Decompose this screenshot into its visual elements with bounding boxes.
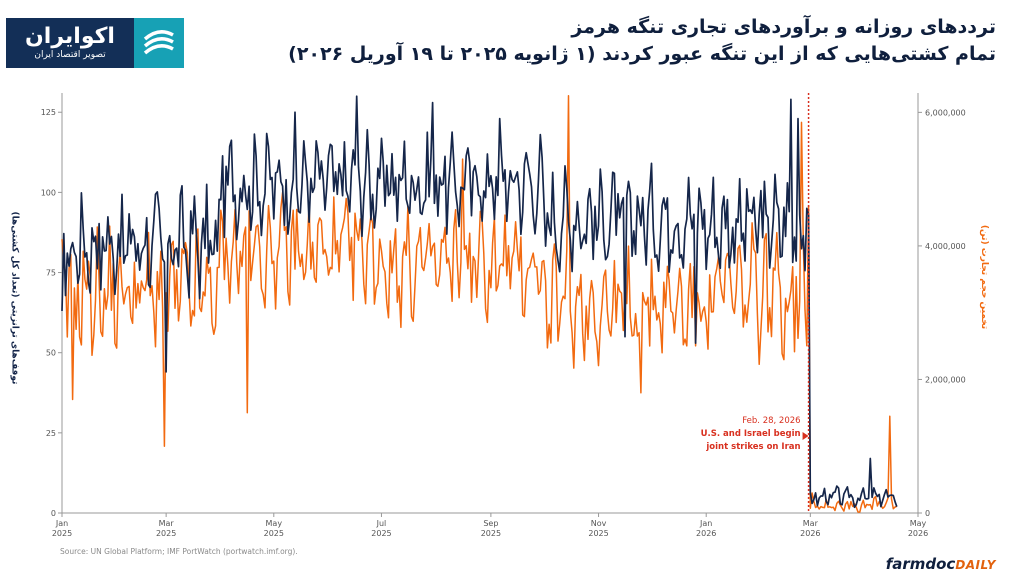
brand-logo: farmdocDAILY	[886, 555, 996, 573]
y-right-tick-label: 4,000,000	[925, 242, 966, 251]
y-right-tick-label: 0	[925, 509, 930, 518]
x-tick-label: May	[910, 519, 927, 528]
y-axis-left-label: توقف‌های ترانزیتی (تعداد کل کشتی‌ها)	[9, 211, 20, 385]
x-tick-year: 2025	[264, 529, 284, 538]
logo-wordmark: اکوایران تصویر اقتصاد ایران	[6, 18, 134, 68]
x-tick-year: 2025	[371, 529, 391, 538]
logo: اکوایران تصویر اقتصاد ایران	[6, 18, 184, 68]
x-tick-year: 2026	[908, 529, 928, 538]
y-right-tick-label: 2,000,000	[925, 375, 966, 384]
y-left-tick-label: 25	[46, 429, 56, 438]
y-right-tick-label: 6,000,000	[925, 108, 966, 117]
x-tick-label: May	[266, 519, 283, 528]
source-note: Source: UN Global Platform; IMF PortWatc…	[60, 547, 298, 556]
x-tick-year: 2025	[52, 529, 72, 538]
annotation-text: joint strikes on Iran	[705, 442, 800, 452]
y-left-tick-label: 100	[41, 188, 56, 197]
chart-title: ترددهای روزانه و برآوردهای تجاری تنگه هر…	[571, 16, 996, 38]
x-tick-year: 2025	[481, 529, 501, 538]
annotation-arrow-icon	[802, 432, 809, 440]
x-tick-label: Mar	[159, 519, 175, 528]
brand-suffix: DAILY	[955, 558, 996, 572]
x-tick-year: 2026	[696, 529, 716, 538]
x-tick-year: 2025	[588, 529, 608, 538]
x-tick-label: Jan	[699, 519, 712, 528]
x-tick-label: Mar	[803, 519, 819, 528]
annotation-text: Feb. 28, 2026	[742, 416, 800, 426]
series-capacity-line	[61, 94, 898, 513]
brand-name: farmdoc	[885, 555, 956, 573]
logo-tagline: تصویر اقتصاد ایران	[34, 50, 106, 60]
annotation-text: U.S. and Israel begin	[701, 429, 801, 439]
x-tick-label: Sep	[483, 519, 498, 528]
y-left-tick-label: 0	[51, 509, 56, 518]
x-tick-label: Jul	[376, 519, 387, 528]
logo-name: اکوایران	[25, 24, 115, 49]
logo-mark-icon	[134, 18, 184, 68]
x-tick-year: 2025	[156, 529, 176, 538]
y-left-tick-label: 125	[41, 108, 56, 117]
y-left-tick-label: 50	[46, 349, 56, 358]
y-axis-right-label: تخمین حجم تجارت (تن)	[979, 224, 990, 330]
y-left-tick-label: 75	[46, 269, 56, 278]
x-tick-label: Jan	[55, 519, 68, 528]
chart-titles: ترددهای روزانه و برآوردهای تجاری تنگه هر…	[288, 14, 996, 68]
series-transits-line	[61, 95, 898, 509]
x-tick-year: 2026	[800, 529, 820, 538]
x-tick-label: Nov	[591, 519, 607, 528]
chart-subtitle: تمام کشتی‌هایی که از این تنگه عبور کردند…	[288, 43, 996, 65]
